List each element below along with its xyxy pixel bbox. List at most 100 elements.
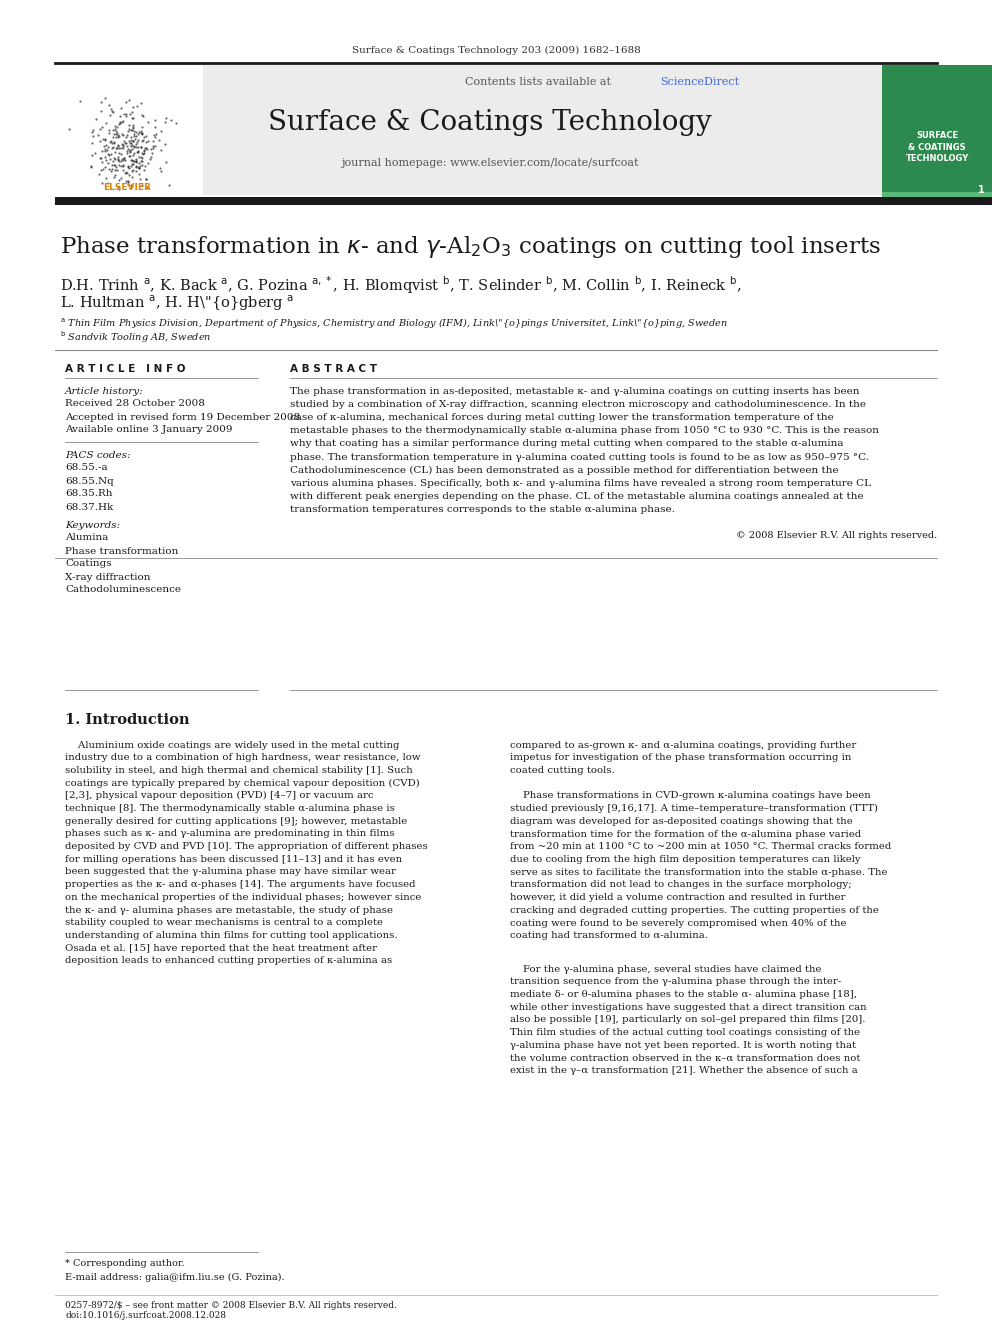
Point (121, 164, 137, 185)
Point (95, 157, 111, 179)
Point (110, 148, 126, 169)
Point (102, 131, 118, 152)
Text: for milling operations has been discussed [11–13] and it has even: for milling operations has been discusse… (65, 855, 402, 864)
Point (128, 148, 144, 169)
Point (144, 143, 160, 164)
Text: For the γ-alumina phase, several studies have claimed the: For the γ-alumina phase, several studies… (510, 964, 821, 974)
Point (93, 140, 109, 161)
Point (128, 160, 144, 181)
Text: coating were found to be severely compromised when 40% of the: coating were found to be severely compro… (510, 918, 846, 927)
Text: compared to as-grown κ- and α-alumina coatings, providing further: compared to as-grown κ- and α-alumina co… (510, 741, 856, 750)
Point (153, 161, 169, 183)
Point (128, 156, 144, 177)
Point (104, 132, 120, 153)
Point (91, 164, 107, 185)
Point (126, 151, 142, 172)
Point (101, 123, 117, 144)
Point (128, 136, 144, 157)
Text: $^{\rm a}$ Thin Film Physics Division, Department of Physics, Chemistry and Biol: $^{\rm a}$ Thin Film Physics Division, D… (60, 316, 728, 331)
Point (147, 136, 163, 157)
Point (164, 110, 180, 131)
Text: impetus for investigation of the phase transformation occurring in: impetus for investigation of the phase t… (510, 753, 851, 762)
Point (138, 132, 154, 153)
Point (138, 168, 154, 189)
Point (84, 122, 100, 143)
Point (112, 111, 128, 132)
Point (151, 130, 167, 151)
Text: Surface & Coatings Technology 203 (2009) 1682–1688: Surface & Coatings Technology 203 (2009)… (351, 45, 641, 54)
Text: Osada et al. [15] have reported that the heat treatment after: Osada et al. [15] have reported that the… (65, 943, 377, 953)
Point (129, 131, 145, 152)
Point (129, 142, 145, 163)
Text: technique [8]. The thermodynamically stable α-alumina phase is: technique [8]. The thermodynamically sta… (65, 804, 395, 814)
Point (131, 157, 147, 179)
Point (140, 111, 156, 132)
Text: $^{\rm b}$ Sandvik Tooling AB, Sweden: $^{\rm b}$ Sandvik Tooling AB, Sweden (60, 329, 211, 345)
Point (125, 107, 141, 128)
Point (111, 142, 127, 163)
Point (153, 120, 169, 142)
Text: The phase transformation in as-deposited, metastable κ- and γ-alumina coatings o: The phase transformation in as-deposited… (290, 386, 859, 396)
Point (124, 119, 140, 140)
Point (90, 124, 106, 146)
Point (107, 155, 123, 176)
Point (118, 91, 134, 112)
Point (130, 142, 146, 163)
Point (122, 146, 138, 167)
Point (131, 164, 147, 185)
Point (110, 135, 126, 156)
Point (148, 123, 164, 144)
Point (145, 138, 161, 159)
Point (138, 138, 154, 159)
Point (128, 151, 144, 172)
Point (131, 120, 147, 142)
Point (111, 126, 127, 147)
Point (131, 152, 147, 173)
Point (134, 116, 150, 138)
Text: phases such as κ- and γ-alumina are predominating in thin films: phases such as κ- and γ-alumina are pred… (65, 830, 395, 839)
Point (121, 130, 137, 151)
Point (123, 149, 139, 171)
Point (138, 126, 154, 147)
Point (124, 149, 140, 171)
Point (121, 120, 137, 142)
Bar (55, 197, 992, 205)
Point (133, 123, 149, 144)
Point (101, 159, 117, 180)
Point (101, 94, 117, 115)
Point (135, 143, 151, 164)
Text: understanding of alumina thin films for cutting tool applications.: understanding of alumina thin films for … (65, 931, 398, 941)
Text: Phase transformations in CVD-grown κ-alumina coatings have been: Phase transformations in CVD-grown κ-alu… (510, 791, 871, 800)
Point (113, 144, 129, 165)
Point (130, 130, 146, 151)
Text: 1. Introduction: 1. Introduction (65, 713, 189, 728)
Text: [2,3], physical vapour deposition (PVD) [4–7] or vacuum arc: [2,3], physical vapour deposition (PVD) … (65, 791, 374, 800)
Point (119, 163, 135, 184)
Point (97, 139, 113, 160)
Point (158, 152, 174, 173)
Point (103, 160, 119, 181)
Point (97, 149, 113, 171)
Point (108, 127, 124, 148)
Text: studied previously [9,16,17]. A time–temperature–transformation (TTT): studied previously [9,16,17]. A time–tem… (510, 804, 878, 814)
Point (124, 175, 140, 196)
Text: © 2008 Elsevier R.V. All rights reserved.: © 2008 Elsevier R.V. All rights reserved… (736, 532, 937, 541)
Text: Coatings: Coatings (65, 560, 112, 569)
Point (118, 161, 134, 183)
Point (103, 130, 119, 151)
Point (110, 134, 126, 155)
Point (140, 139, 156, 160)
Point (104, 153, 120, 175)
Point (124, 135, 140, 156)
Text: coated cutting tools.: coated cutting tools. (510, 766, 615, 775)
Text: journal homepage: www.elsevier.com/locate/surfcoat: journal homepage: www.elsevier.com/locat… (341, 157, 639, 168)
Point (107, 164, 123, 185)
Point (120, 155, 136, 176)
Point (111, 138, 127, 159)
Point (107, 115, 123, 136)
Point (120, 169, 136, 191)
Point (137, 156, 153, 177)
Text: 68.35.Rh: 68.35.Rh (65, 490, 112, 499)
Text: * Corresponding author.: * Corresponding author. (65, 1259, 185, 1269)
Point (121, 157, 137, 179)
